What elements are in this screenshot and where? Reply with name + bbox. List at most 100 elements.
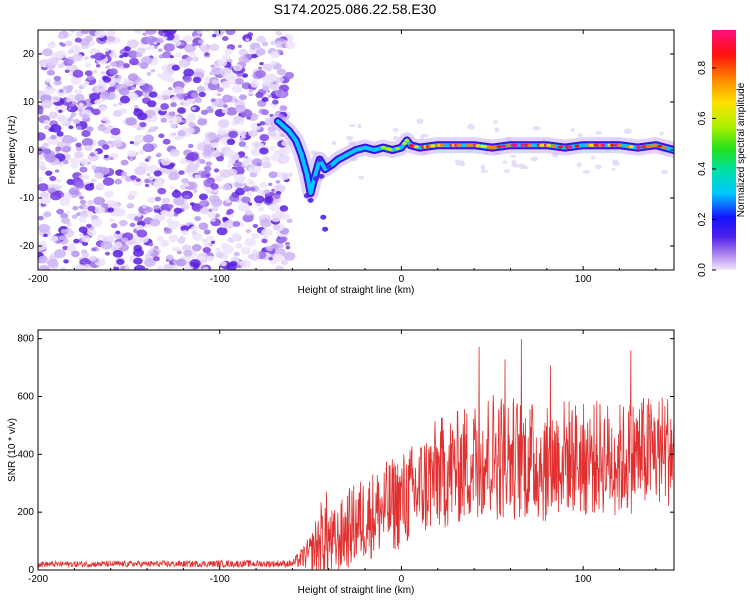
noise-blob: [169, 123, 177, 129]
noise-blob: [70, 157, 80, 165]
noise-blob: [65, 137, 71, 142]
noise-blob: [75, 264, 86, 270]
noise-blob: [168, 234, 179, 242]
noise-blob: [250, 147, 262, 157]
noise-blob: [207, 108, 214, 114]
noise-blob: [54, 249, 67, 259]
noise-blob: [133, 108, 144, 117]
noise-blob: [173, 86, 184, 95]
noise-blob: [168, 171, 180, 181]
noise-blob: [240, 246, 251, 255]
noise-blob: [248, 88, 253, 93]
noise-blob: [214, 175, 223, 182]
noise-blob: [153, 45, 158, 49]
noise-blob: [244, 209, 253, 216]
noise-blob: [43, 148, 52, 155]
noise-blob: [147, 249, 154, 255]
noise-blob: [248, 180, 255, 186]
noise-blob: [245, 229, 252, 234]
noise-blob: [127, 50, 138, 59]
noise-blob: [210, 142, 219, 149]
ridge-hotspot: [657, 144, 663, 148]
noise-blob: [202, 246, 212, 254]
noise-blob: [229, 261, 238, 267]
noise-blob: [256, 35, 266, 43]
noise-blob: [134, 215, 143, 222]
noise-blob: [167, 86, 173, 91]
noise-blob: [124, 46, 131, 52]
noise-blob: [180, 42, 185, 46]
noise-blob: [139, 121, 147, 128]
noise-blob: [158, 133, 165, 139]
noise-blob: [234, 104, 246, 113]
noise-blob: [94, 99, 101, 105]
noise-blob: [268, 182, 273, 187]
noise-blob: [82, 174, 90, 180]
noise-blob: [84, 144, 93, 151]
ridge-hotspot: [456, 143, 462, 147]
noise-blob: [167, 204, 174, 209]
ridge-hotspot: [380, 146, 386, 150]
noise-blob: [196, 85, 206, 93]
ridge-hotspot: [546, 143, 552, 148]
noise-blob: [156, 152, 162, 157]
faint-blob: [576, 162, 583, 168]
noise-blob: [238, 48, 248, 56]
noise-blob: [153, 245, 159, 250]
noise-blob: [109, 61, 118, 67]
noise-blob: [93, 150, 98, 155]
noise-blob: [237, 44, 242, 48]
ridge-hotspot: [609, 143, 615, 147]
noise-blob: [279, 172, 290, 180]
noise-blob: [250, 232, 260, 240]
ridge-hotspot: [661, 145, 667, 150]
noise-blob: [57, 63, 65, 69]
noise-blob: [127, 91, 137, 99]
ridge-blob: [313, 176, 320, 182]
y-tick-label: 0: [28, 145, 34, 156]
noise-blob: [146, 196, 156, 204]
noise-blob: [75, 146, 83, 152]
noise-blob: [73, 118, 81, 125]
noise-blob: [139, 161, 147, 168]
bottom-axis-ticks: -200 -100 0 100 0 200 400 600 800: [17, 330, 674, 585]
noise-blob: [280, 236, 288, 242]
noise-blob: [65, 228, 73, 234]
noise-blob: [198, 193, 209, 201]
noise-blob: [107, 207, 115, 213]
noise-blob: [205, 161, 213, 167]
noise-blob: [120, 159, 129, 166]
noise-blob: [221, 36, 229, 42]
noise-blob: [133, 30, 143, 34]
noise-blob: [224, 149, 236, 158]
noise-blob: [272, 99, 279, 105]
noise-blob: [70, 107, 76, 111]
noise-blob: [172, 247, 177, 251]
noise-blob: [78, 216, 87, 223]
noise-blob: [219, 261, 227, 267]
noise-blob: [270, 60, 277, 66]
faint-blob: [510, 154, 517, 158]
noise-blob: [255, 91, 264, 99]
y-tick-label: 400: [17, 449, 34, 460]
noise-blob: [226, 208, 234, 215]
noise-blob: [75, 181, 85, 189]
faint-blob: [346, 135, 354, 141]
ridge-hotspot: [404, 138, 410, 142]
noise-blob: [159, 72, 172, 81]
noise-blob: [54, 169, 60, 173]
noise-blob: [231, 85, 243, 94]
noise-blob: [183, 182, 190, 188]
noise-blob: [73, 238, 80, 244]
noise-blob: [38, 176, 44, 183]
noise-blob: [150, 68, 156, 73]
noise-blob: [153, 256, 160, 262]
ridge-hotspot: [520, 143, 526, 147]
faint-blob: [392, 127, 399, 132]
noise-blob: [227, 164, 232, 168]
faint-blob: [393, 135, 399, 141]
noise-blob: [194, 174, 201, 179]
noise-blob: [122, 52, 129, 58]
noise-blob: [43, 119, 51, 125]
noise-blob: [228, 130, 239, 139]
